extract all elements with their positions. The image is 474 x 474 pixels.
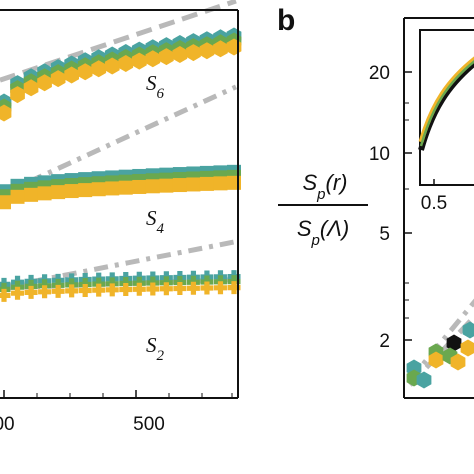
hexagon-marker [131,52,147,70]
square-marker [186,177,201,192]
plus-marker [227,281,241,295]
hexagon-marker [91,60,107,78]
square-marker [0,195,11,210]
hexagon-marker [77,63,93,81]
hexagon-marker [50,70,66,88]
plus-marker [51,284,65,298]
hexagon-marker [0,104,12,122]
reference-line-dashdot [408,298,474,382]
square-marker [24,187,39,202]
hexagon-marker [172,46,188,63]
hexagon-marker [460,339,474,357]
panel-a-x-tick-label: 00 [0,414,15,435]
hexagon-marker [186,44,201,62]
panel-a-data-points [0,27,242,302]
plus-marker [213,281,227,295]
square-marker [199,176,214,191]
square-marker [213,176,228,191]
hexagon-marker [199,42,215,60]
plus-marker [11,286,25,300]
hexagon-marker [145,50,161,68]
hexagon-marker [428,351,444,369]
panel-a-x-tick-label: 500 [133,414,165,435]
plus-marker [0,288,11,302]
series-label-s2: S2 [146,333,165,364]
plus-marker [159,282,173,296]
inset-x-tick-label: 0.5 [421,193,447,214]
plus-marker [65,284,79,298]
square-marker [51,185,66,200]
plus-marker [24,285,38,299]
plus-marker [105,283,119,297]
inset-frame [419,29,474,186]
inset-curve-green [419,60,474,147]
hexagon-marker [450,353,466,371]
plus-marker [132,282,146,296]
plus-marker [186,281,200,295]
square-marker [91,182,106,197]
square-marker [132,179,147,194]
square-marker [145,179,160,194]
series-label-s6: S6 [146,71,165,102]
hexagon-marker [104,57,120,75]
hexagon-marker [118,55,134,72]
hexagon-marker [446,334,462,352]
hexagon-marker [159,48,174,66]
reference-line [0,0,237,83]
square-marker [118,180,133,195]
series-label-s4: S4 [146,206,165,237]
square-marker [105,181,120,196]
panel-b-y-tick-marks [404,71,412,341]
square-marker [159,178,174,193]
hexagon-marker [213,40,228,58]
square-marker [37,186,52,201]
hexagon-marker [416,371,432,389]
panel-b-letter: b [277,4,295,37]
ylabel-denominator: Sp(Λ) [297,216,349,249]
plus-marker [92,283,106,297]
square-marker [172,178,187,193]
panel-b-y-axis-label: Sp(r) Sp(Λ) [278,170,368,249]
panel-b-data-points [406,321,474,389]
square-marker [78,183,93,198]
hexagon-marker [462,321,474,339]
panel-a: 00 500 S6 S4 S2 [0,0,242,435]
panel-b-y-tick-label: 2 [379,331,390,352]
plus-marker [38,285,52,299]
square-marker [10,189,25,204]
hexagon-marker [10,86,25,104]
panel-b-y-tick-label: 10 [369,144,390,165]
plus-marker [119,283,133,297]
hexagon-marker [23,79,39,97]
plus-marker [200,281,214,295]
square-marker [64,184,79,199]
hexagon-marker [64,66,79,84]
ylabel-numerator: Sp(r) [302,170,347,203]
panel-b-y-tick-label: 5 [379,224,390,245]
hexagon-marker [37,74,52,92]
plus-marker [146,282,160,296]
plus-marker [173,281,187,295]
panel-b-inset: 0.5 [418,29,474,214]
panel-a-x-tick-marks [3,390,233,398]
plus-marker [78,284,92,298]
panel-b: b Sp(r) Sp(Λ) 20 10 5 2 [277,4,474,399]
panel-b-y-tick-label: 20 [369,63,390,84]
